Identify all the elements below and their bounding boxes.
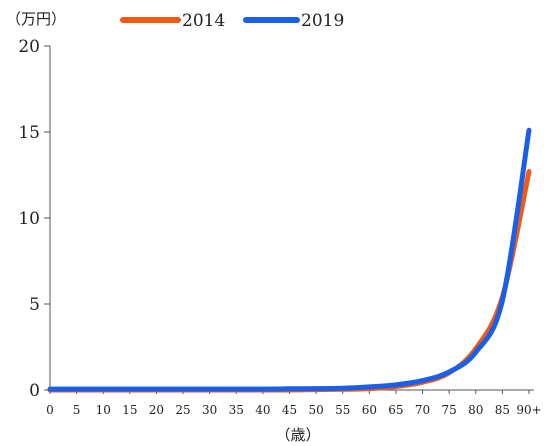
x-tick-label: 35 <box>229 403 244 417</box>
x-tick-label: 80 <box>468 403 483 417</box>
x-tick-label: 15 <box>122 403 137 417</box>
x-tick-label: 75 <box>442 403 457 417</box>
x-tick-label: 10 <box>96 403 111 417</box>
x-tick-label: 60 <box>362 403 377 417</box>
y-tick-label: 20 <box>18 37 40 57</box>
x-tick-label: 90+ <box>516 403 541 417</box>
x-tick-label: 5 <box>73 403 81 417</box>
y-ticks: 0 5 10 15 20 <box>18 37 50 401</box>
y-unit-label: （万円） <box>6 10 66 28</box>
x-tick-label: 50 <box>308 403 323 417</box>
x-tick-label: 30 <box>202 403 217 417</box>
legend-label-2014: 2014 <box>182 11 225 31</box>
x-tick-label: 20 <box>149 403 164 417</box>
x-tick-label: 40 <box>255 403 270 417</box>
x-tick-label: 70 <box>415 403 430 417</box>
y-tick-label: 15 <box>18 123 40 143</box>
legend: 2014 2019 <box>120 11 344 31</box>
x-tick-label: 25 <box>175 403 190 417</box>
series-lines <box>47 127 532 393</box>
legend-label-2019: 2019 <box>301 11 344 31</box>
series-line-2019 <box>47 127 532 392</box>
x-tick-label: 45 <box>282 403 297 417</box>
series-line-2014 <box>47 169 532 393</box>
y-tick-label: 5 <box>29 295 40 315</box>
x-tick-label: 55 <box>335 403 350 417</box>
y-tick-label: 10 <box>18 209 40 229</box>
x-axis-title: （歳） <box>275 426 320 444</box>
x-tick-label: 85 <box>495 403 510 417</box>
x-tick-label: 0 <box>46 403 54 417</box>
y-tick-label: 0 <box>29 381 40 401</box>
x-tick-label: 65 <box>388 403 403 417</box>
x-ticks: 0 5 10 15 20 25 30 35 40 45 50 55 60 65 70 75 80 85 90+ <box>46 390 542 417</box>
